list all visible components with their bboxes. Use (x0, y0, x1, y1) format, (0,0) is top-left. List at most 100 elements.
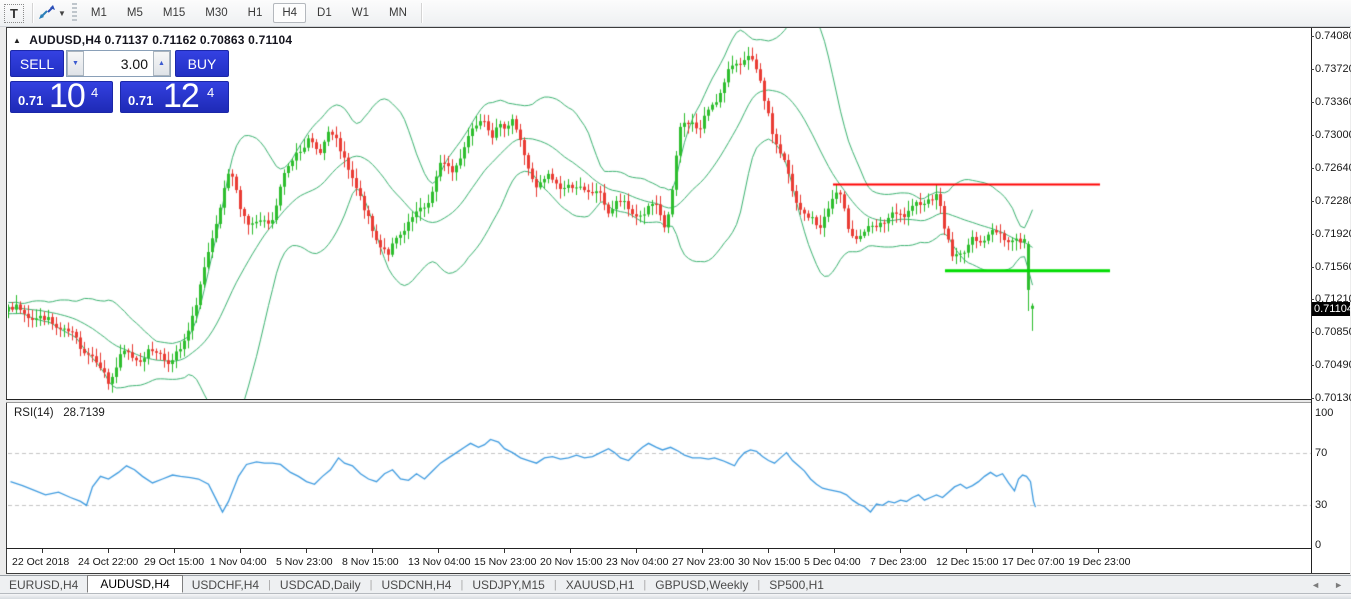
text-tool-button[interactable]: T (2, 2, 26, 24)
rsi-tick-label: 0 (1315, 539, 1322, 551)
time-tick-label: 5 Nov 23:00 (276, 556, 333, 568)
price-tick-label: 0.73000 (1315, 128, 1351, 141)
time-tick-label: 29 Oct 15:00 (144, 556, 205, 568)
tab-usdcnh-h4[interactable]: USDCNH,H4 (381, 577, 452, 592)
tab-separator: | (268, 578, 271, 591)
time-tick-label: 12 Dec 15:00 (936, 556, 999, 568)
timeframe-button-w1[interactable]: W1 (343, 3, 378, 23)
time-tick-mark (768, 549, 769, 553)
timeframe-button-d1[interactable]: D1 (308, 3, 341, 23)
price-tick-mark (1311, 365, 1314, 367)
tab-separator: | (643, 578, 647, 591)
time-tick-mark (306, 549, 307, 553)
time-tick-mark (240, 549, 241, 553)
timeframe-button-m15[interactable]: M15 (154, 3, 194, 23)
toolbar-separator (32, 3, 33, 23)
chart-tab-bar: EURUSD,H4 AUDUSD,H4 USDCHF,H4 | USDCAD,Daily… (0, 575, 1351, 593)
tab-sp500-h1[interactable]: SP500,H1 (769, 577, 824, 592)
tab-eurusd-h4[interactable]: EURUSD,H4 (9, 577, 79, 592)
time-tick-label: 24 Oct 22:00 (78, 556, 139, 568)
time-tick-mark (372, 549, 373, 553)
price-tick-mark (1311, 233, 1314, 235)
tab-audusd-h4[interactable]: AUDUSD,H4 (87, 575, 183, 593)
pane-splitter[interactable] (6, 399, 1350, 403)
timeframe-button-m30[interactable]: M30 (196, 3, 236, 23)
buy-quote-button[interactable]: 0.71 12 4 (120, 81, 229, 113)
timeframe-button-m1[interactable]: M1 (82, 3, 116, 23)
tab-xauusd-h1[interactable]: XAUUSD,H1 (565, 577, 635, 592)
timeframe-group: M1 M5 M15 M30 H1 H4 D1 W1 MN (81, 3, 417, 23)
timeframe-button-h1[interactable]: H1 (239, 3, 272, 23)
volume-increase-button[interactable]: ▲ (153, 51, 170, 76)
time-tick-mark (702, 549, 703, 553)
volume-decrease-button[interactable]: ▼ (67, 51, 84, 76)
tab-separator: | (553, 578, 557, 591)
timeframe-button-h4[interactable]: H4 (273, 3, 307, 23)
arrow-tools-icon (39, 4, 55, 22)
time-tick-mark (1098, 549, 1099, 553)
tab-usdjpy-m15[interactable]: USDJPY,M15 (472, 577, 545, 592)
tab-usdchf-h4[interactable]: USDCHF,H4 (191, 577, 260, 592)
rsi-name: RSI(14) (14, 407, 54, 419)
time-tick-label: 20 Nov 15:00 (540, 556, 603, 568)
sell-button[interactable]: SELL (10, 50, 64, 77)
buy-price-prefix: 0.71 (128, 93, 154, 108)
price-tick-label: 0.70130 (1315, 392, 1351, 405)
time-tick-mark (636, 549, 637, 553)
price-tick-mark (1311, 200, 1314, 202)
price-tick-mark (1311, 68, 1314, 70)
price-tick-label: 0.73720 (1315, 62, 1351, 75)
price-tick-mark (1311, 266, 1314, 268)
price-tick-mark (1311, 36, 1314, 37)
toolbar-grip[interactable] (71, 3, 77, 23)
tab-gbpusd-weekly[interactable]: GBPUSD,Weekly (655, 577, 749, 592)
price-tick-label: 0.72640 (1315, 161, 1351, 174)
price-tick-mark (1311, 332, 1314, 334)
time-tick-label: 23 Nov 04:00 (606, 556, 669, 568)
price-tick-mark (1311, 398, 1314, 400)
arrow-tools-button[interactable]: ▼ (39, 2, 66, 24)
toolbar-separator (420, 3, 422, 23)
time-tick-label: 19 Dec 23:00 (1068, 556, 1131, 568)
one-click-trading-panel: SELL ▼ 3.00 ▲ BUY 0.71 10 4 0.71 12 4 (10, 50, 229, 113)
time-tick-mark (900, 549, 901, 553)
sell-price-prefix: 0.71 (18, 93, 44, 108)
time-tick-mark (42, 549, 43, 553)
collapse-panel-icon[interactable]: ▲ (13, 36, 22, 45)
tab-usdcad-daily[interactable]: USDCAD,Daily (279, 577, 361, 592)
status-bar (0, 593, 1351, 599)
time-tick-label: 15 Nov 23:00 (474, 556, 537, 568)
rsi-value: 28.7139 (63, 407, 105, 419)
time-tick-label: 1 Nov 04:00 (210, 556, 267, 568)
rsi-tick-label: 100 (1315, 407, 1334, 419)
price-tick-label: 0.73360 (1315, 95, 1351, 108)
time-tick-label: 7 Dec 23:00 (870, 556, 927, 568)
price-tick-mark (1311, 101, 1314, 103)
price-tick-label: 0.70490 (1315, 359, 1351, 372)
price-axis-border (1311, 28, 1312, 573)
time-tick-label: 30 Nov 15:00 (738, 556, 801, 568)
pane-border (6, 548, 1350, 549)
rsi-tick-label: 30 (1315, 499, 1328, 512)
volume-value[interactable]: 3.00 (120, 55, 148, 72)
tab-scroll-right-icon[interactable]: ► (1334, 579, 1343, 590)
price-tick-label: 0.72280 (1315, 194, 1351, 207)
chart-title: ▲ AUDUSD,H4 0.71137 0.71162 0.70863 0.71… (13, 33, 292, 47)
tab-scroll-left-icon[interactable]: ◄ (1311, 579, 1321, 590)
timeframe-button-mn[interactable]: MN (380, 3, 416, 23)
time-tick-mark (966, 549, 967, 553)
rsi-indicator-canvas[interactable] (8, 403, 1311, 548)
time-axis[interactable]: 22 Oct 2018 24 Oct 22:00 29 Oct 15:00 1 Nov… (8, 549, 1311, 573)
buy-button[interactable]: BUY (175, 50, 229, 77)
timeframe-button-m5[interactable]: M5 (118, 3, 152, 23)
tab-separator: | (369, 578, 373, 591)
sell-price-pips: 10 (49, 81, 86, 113)
chevron-down-icon: ▼ (58, 8, 66, 18)
price-axis[interactable]: 0.74080 0.73720 0.73360 0.73000 0.72640 0.722… (1311, 28, 1351, 573)
buy-price-point: 4 (207, 85, 215, 100)
sell-quote-button[interactable]: 0.71 10 4 (10, 81, 113, 113)
price-tick-mark (1311, 134, 1314, 136)
rsi-label: RSI(14) 28.7139 (14, 407, 105, 419)
time-tick-mark (108, 549, 109, 553)
